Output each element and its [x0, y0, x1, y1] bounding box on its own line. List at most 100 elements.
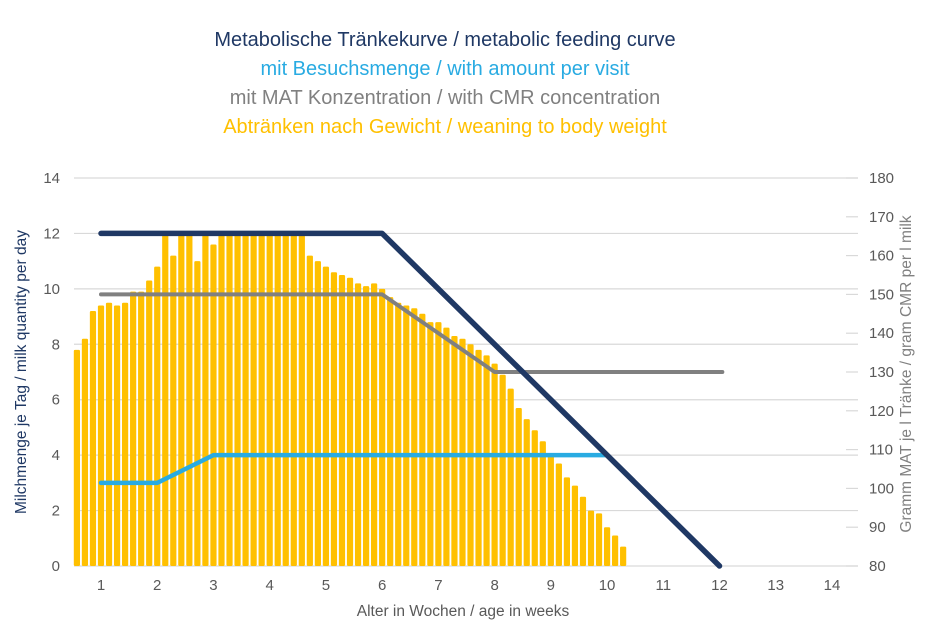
- bar: [387, 297, 394, 566]
- y-right-tick-label: 180: [869, 170, 894, 187]
- x-tick-label: 10: [599, 577, 616, 594]
- bar: [620, 546, 627, 566]
- bar: [612, 535, 619, 566]
- bar: [274, 233, 281, 566]
- bar: [459, 338, 466, 566]
- bar: [146, 280, 153, 566]
- bar: [443, 327, 450, 566]
- bar: [105, 302, 113, 566]
- y-left-tick-label: 12: [43, 225, 60, 242]
- bar: [218, 233, 225, 566]
- bar: [523, 419, 530, 566]
- x-axis-title: Alter in Wochen / age in weeks: [356, 603, 570, 620]
- y-right-tick-label: 100: [869, 480, 894, 497]
- bar: [97, 305, 105, 566]
- y-right-tick-label: 170: [869, 209, 894, 226]
- y-left-tick-label: 0: [52, 558, 60, 575]
- bar: [250, 233, 257, 566]
- line-feeding-curve: [98, 230, 723, 569]
- y-left-tick-label: 10: [43, 281, 60, 298]
- x-tick-label: 6: [378, 577, 386, 594]
- bar: [290, 233, 297, 566]
- bar: [603, 527, 611, 566]
- bar: [298, 233, 305, 566]
- bar: [242, 233, 249, 566]
- x-tick-label: 2: [153, 577, 161, 594]
- bar: [403, 305, 410, 566]
- bar: [379, 288, 386, 566]
- y-left-tick-label: 8: [52, 336, 60, 353]
- x-tick-label: 1: [97, 577, 105, 594]
- chart-title-weaning: Abtränken nach Gewicht / weaning to body…: [223, 116, 667, 138]
- y-right-tick-label: 140: [869, 325, 894, 342]
- bar: [186, 233, 193, 566]
- bar: [419, 313, 426, 566]
- bar: [395, 302, 402, 566]
- right-axis-title: Gramm MAT je l Tränke / gram CMR per l m…: [898, 215, 915, 533]
- bar: [362, 286, 370, 566]
- chart-title-main: Metabolische Tränkekurve / metabolic fee…: [214, 29, 676, 51]
- line-amount-per-visit: [98, 452, 610, 486]
- bar: [306, 255, 313, 566]
- bar: [451, 335, 458, 566]
- bar: [282, 233, 289, 566]
- y-left-tick-label: 14: [43, 170, 60, 187]
- chart-title-block: Metabolische Tränkekurve / metabolic fee…: [0, 26, 890, 142]
- x-tick-label: 9: [547, 577, 555, 594]
- bar: [499, 374, 506, 566]
- bar: [330, 272, 338, 566]
- bar: [81, 338, 89, 566]
- bar: [138, 291, 145, 566]
- bar: [354, 283, 362, 566]
- bar: [547, 455, 554, 566]
- bar: [89, 311, 97, 566]
- y-left-tick-label: 6: [52, 392, 60, 409]
- bar: [571, 485, 579, 566]
- y-right-tick-label: 160: [869, 248, 894, 265]
- bar: [322, 266, 330, 566]
- bar: [435, 322, 442, 566]
- x-tick-label: 14: [824, 577, 841, 594]
- bar: [371, 283, 378, 566]
- bar: [314, 261, 321, 566]
- bar: [162, 233, 169, 566]
- chart-title-amount-per-visit: mit Besuchsmenge / with amount per visit: [260, 58, 630, 80]
- bar: [338, 275, 346, 566]
- bar: [226, 233, 233, 566]
- bar: [587, 510, 595, 566]
- bar: [266, 233, 273, 566]
- x-tick-label: 13: [767, 577, 784, 594]
- bar: [595, 513, 603, 566]
- x-tick-label: 7: [434, 577, 442, 594]
- x-tick-label: 11: [656, 577, 672, 594]
- y-left-tick-label: 2: [52, 503, 60, 520]
- bar: [411, 308, 418, 566]
- bar: [210, 244, 217, 566]
- y-right-tick-label: 90: [869, 519, 886, 536]
- y-right-tick-label: 120: [869, 403, 894, 420]
- bar: [170, 255, 177, 566]
- y-left-tick-label: 4: [52, 447, 60, 464]
- bar: [531, 430, 538, 566]
- y-right-tick-label: 130: [869, 364, 894, 381]
- bar: [258, 233, 265, 566]
- bar: [491, 363, 498, 566]
- bar: [563, 477, 571, 566]
- bar: [539, 441, 546, 566]
- bar: [113, 305, 121, 566]
- chart-title-cmr-concentration: mit MAT Konzentration / with CMR concent…: [229, 87, 661, 109]
- bar: [515, 408, 522, 566]
- bar: [579, 496, 587, 566]
- y-right-tick-label: 80: [869, 558, 886, 575]
- x-tick-label: 4: [266, 577, 274, 594]
- x-tick-label: 8: [490, 577, 498, 594]
- bar: [483, 355, 490, 566]
- y-right-tick-label: 110: [869, 442, 893, 459]
- bar: [427, 322, 434, 566]
- bar: [130, 291, 137, 566]
- line-cmr-concentration: [99, 292, 725, 374]
- bar: [234, 233, 241, 566]
- bar: [73, 349, 81, 566]
